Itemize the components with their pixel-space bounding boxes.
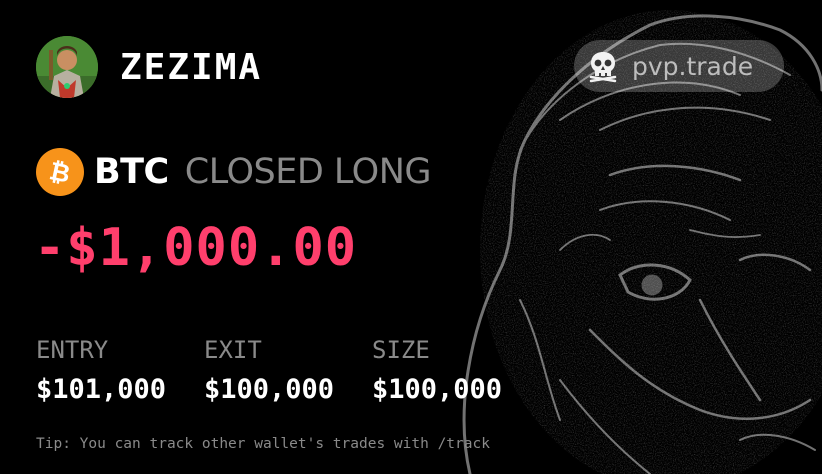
user-header: ZEZIMA: [36, 36, 262, 98]
trade-stats: ENTRY $101,000 EXIT $100,000 SIZE $100,0…: [36, 336, 540, 405]
asset-ticker: BTC: [94, 152, 169, 192]
skull-icon: [586, 49, 620, 83]
stat-value: $100,000: [372, 374, 503, 405]
brand-label: pvp.trade: [632, 51, 754, 81]
position-status: CLOSED LONG: [184, 152, 432, 192]
asset-row: ₿ BTC CLOSED LONG: [36, 148, 432, 196]
stat-label: ENTRY: [36, 336, 109, 364]
tip-text: Tip: You can track other wallet's trades…: [36, 436, 490, 452]
svg-text:₿: ₿: [47, 157, 73, 187]
stat-value: $100,000: [204, 374, 335, 405]
bitcoin-icon: ₿: [36, 148, 84, 196]
stat-size: SIZE $100,000: [372, 336, 540, 405]
stat-exit: EXIT $100,000: [204, 336, 372, 405]
stat-label: SIZE: [372, 336, 430, 364]
runescape-character-avatar-icon: [36, 36, 98, 98]
pnl-amount: -$1,000.00: [34, 218, 358, 278]
username: ZEZIMA: [120, 46, 263, 88]
stat-entry: ENTRY $101,000: [36, 336, 204, 405]
stat-value: $101,000: [36, 374, 167, 405]
brand-badge: pvp.trade: [574, 40, 784, 92]
stat-label: EXIT: [204, 336, 262, 364]
